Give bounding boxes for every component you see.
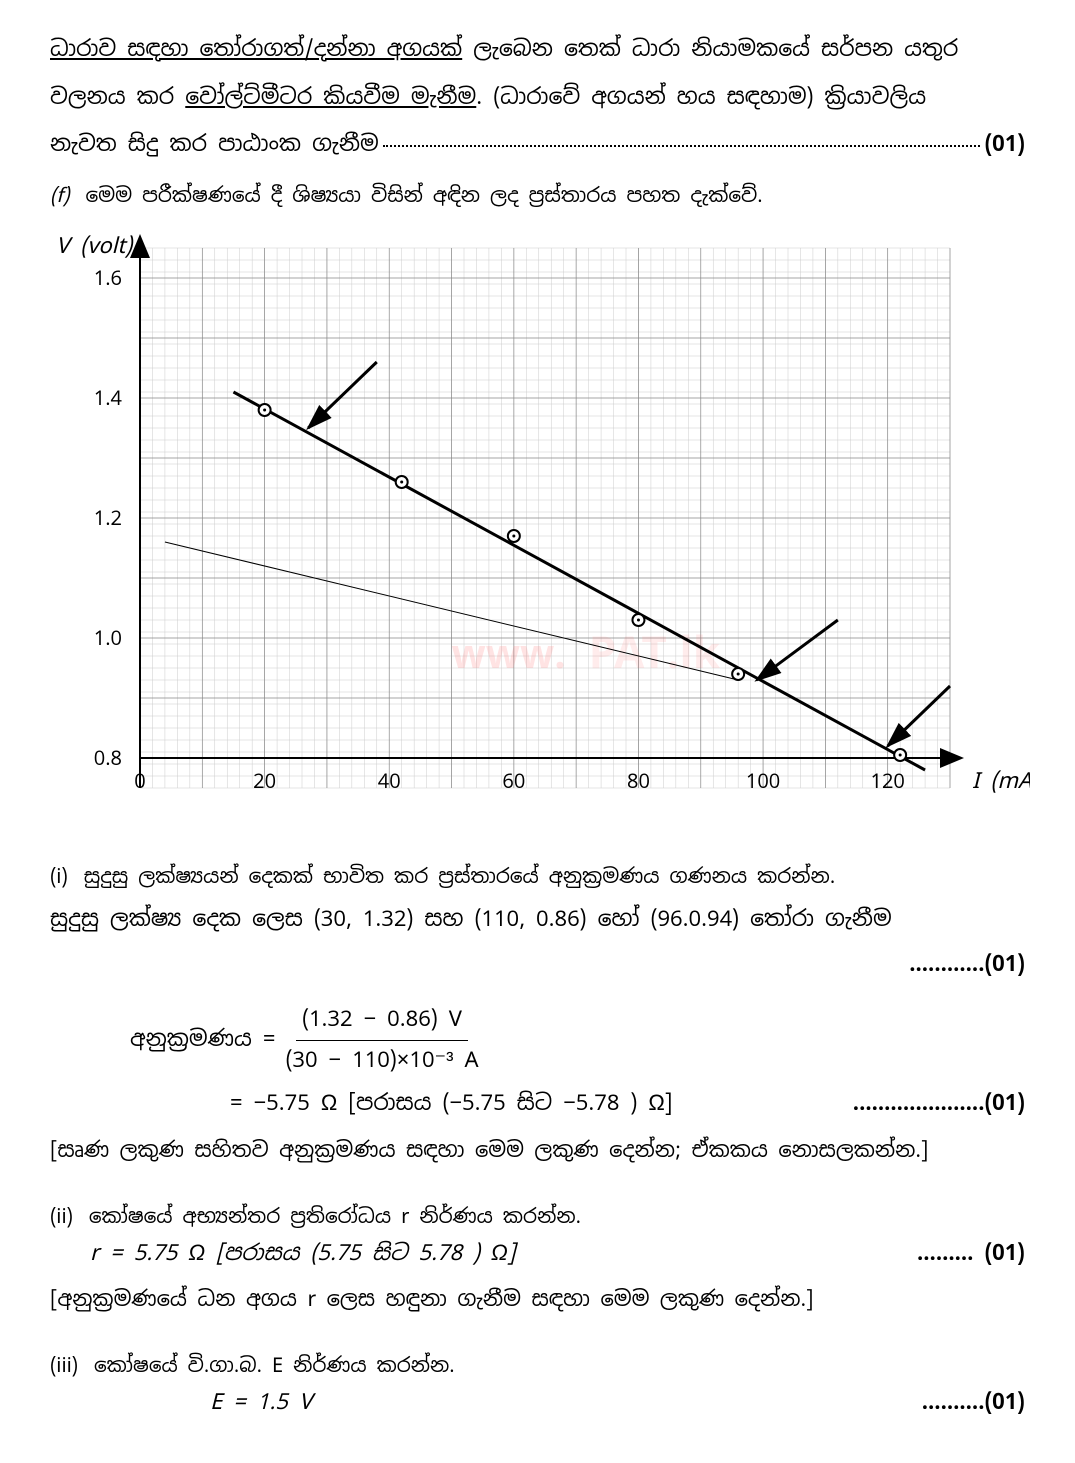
- svg-text:1.6: 1.6: [94, 265, 122, 291]
- part-i-note: [සෘණ ලකුණ සහිතව අනුක්‍රමණය සඳහා මෙම ලකුණ…: [50, 1132, 1025, 1170]
- intro-para-3: නැවත සිදු කර පාඨාංක ගැනීම (01): [50, 125, 1025, 165]
- fraction: (1.32 − 0.86) V (30 − 110)×10⁻³ A: [279, 1000, 484, 1080]
- intro-underline-2: වෝල්ට්මීටර කියවීම මැනීම: [185, 83, 476, 111]
- svg-text:120: 120: [871, 768, 905, 794]
- gradient-result-line: = −5.75 Ω [පරාසය (−5.75 සිට −5.78 ) Ω] .…: [230, 1084, 1025, 1124]
- part-iii-answer: E = 1.5 V: [210, 1383, 312, 1423]
- part-i-label: (i): [50, 863, 68, 889]
- part-i-qtext: සුදුසු ලක්ෂ්‍යයන් දෙකක් භාවිත කර ප්‍රස්ත…: [84, 863, 835, 889]
- svg-text:0: 0: [134, 768, 145, 794]
- part-i-question: (i) සුදුසු ලක්ෂ්‍යයන් දෙකක් භාවිත කර ප්‍…: [50, 858, 1025, 894]
- part-ii-note: [අනුක්‍රමණයේ ධන අගය r ලෙස හඳුනා ගැනීම සඳ…: [50, 1281, 1025, 1319]
- part-i-mark1-text: ............(01): [909, 950, 1025, 978]
- part-ii-question: (ii) කෝෂයේ අභ්‍යන්තර ප්‍රතිරෝධය r නිර්ණය…: [50, 1198, 1025, 1234]
- gradient-result: = −5.75 Ω [පරාසය (−5.75 සිට −5.78 ) Ω]: [230, 1084, 673, 1124]
- part-i-answer-line: සුදුසු ලක්ෂ්‍ය දෙක ලෙස (30, 1.32) සහ (11…: [50, 900, 1025, 940]
- part-i-mark1: ............(01): [50, 945, 1025, 985]
- part-iii-qtext: කෝෂයේ වි.ගා.බ. E නිර්ණය කරන්න.: [94, 1352, 455, 1378]
- gradient-equation: අනුක්‍රමණය = (1.32 − 0.86) V (30 − 110)×…: [130, 1000, 1025, 1080]
- eq-label: අනුක්‍රමණය =: [130, 1020, 275, 1060]
- intro-text-3a: නැවත සිදු කර පාඨාංක ගැනීම: [50, 125, 379, 165]
- svg-text:0.8: 0.8: [94, 745, 122, 771]
- svg-text:1.2: 1.2: [94, 505, 122, 531]
- svg-text:V (volt): V (volt): [56, 233, 134, 260]
- chart-container: www. PAT.lk 0 20 40 60 80 100 120 0.8 1.0 1.2 1.4 1.6…: [50, 233, 1025, 838]
- intro-para-2: වලනය කර වෝල්ට්මීටර කියවීම මැනීම. (ධාරාවේ…: [50, 78, 1025, 118]
- intro-text-1b: ලැබෙන තෙක් ධාරා නියාමකයේ සර්පන යතුර: [462, 35, 958, 63]
- svg-text:40: 40: [378, 768, 401, 794]
- part-f-text: මෙම පරීක්ෂණයේ දී ශිෂ්‍යයා විසින් අඳින ලද…: [85, 182, 762, 208]
- svg-text:PAT.lk: PAT.lk: [589, 624, 721, 681]
- svg-text:80: 80: [627, 768, 650, 794]
- part-iii-answer-line: E = 1.5 V ……….(01): [50, 1383, 1025, 1423]
- intro-text-2c: . (ධාරාවේ අගයන් හය සඳහාම) ක්‍රියාවලිය: [476, 83, 926, 111]
- part-ii-qtext: කෝෂයේ අභ්‍යන්තර ප්‍රතිරෝධය r නිර්ණය කරන්…: [89, 1203, 581, 1229]
- intro-text-2a: වලනය කර: [50, 83, 185, 111]
- svg-text:www.: www.: [452, 628, 566, 680]
- part-iii-mark: ……….(01): [922, 1383, 1025, 1423]
- part-ii-mark: ……… (01): [917, 1234, 1025, 1274]
- dotted-leader: [383, 145, 981, 147]
- vi-chart: www. PAT.lk 0 20 40 60 80 100 120 0.8 1.0 1.2 1.4 1.6…: [50, 233, 1030, 838]
- svg-text:100: 100: [746, 768, 780, 794]
- svg-text:1.0: 1.0: [94, 625, 122, 651]
- svg-text:1.4: 1.4: [94, 385, 123, 411]
- svg-text:20: 20: [253, 768, 276, 794]
- part-ii-label: (ii): [50, 1203, 73, 1229]
- frac-denominator: (30 − 110)×10⁻³ A: [279, 1041, 484, 1081]
- intro-para-1: ධාරාව සඳහා තෝරාගත්/දන්නා අගයක් ලැබෙන තෙක…: [50, 30, 1025, 70]
- intro-underline-1: ධාරාව සඳහා තෝරාගත්/දන්නා අගයක්: [50, 35, 462, 63]
- intro-mark: (01): [984, 125, 1025, 165]
- part-ii-answer: r = 5.75 Ω [පරාසය (5.75 සිට 5.78 ) Ω]: [90, 1234, 515, 1274]
- frac-numerator: (1.32 − 0.86) V: [296, 1000, 468, 1041]
- svg-text:60: 60: [502, 768, 525, 794]
- part-ii-answer-line: r = 5.75 Ω [පරාසය (5.75 සිට 5.78 ) Ω] ………: [90, 1234, 1025, 1274]
- part-f-line: (f) මෙම පරීක්ෂණයේ දී ශිෂ්‍යයා විසින් අඳි…: [50, 177, 1025, 213]
- svg-text:I (mA): I (mA): [972, 767, 1030, 795]
- part-iii-question: (iii) කෝෂයේ වි.ගා.බ. E නිර්ණය කරන්න.: [50, 1347, 1025, 1383]
- part-iii-label: (iii): [50, 1352, 78, 1378]
- part-f-label: (f): [50, 182, 69, 208]
- part-i-mark2: .......…………..(01): [853, 1084, 1025, 1124]
